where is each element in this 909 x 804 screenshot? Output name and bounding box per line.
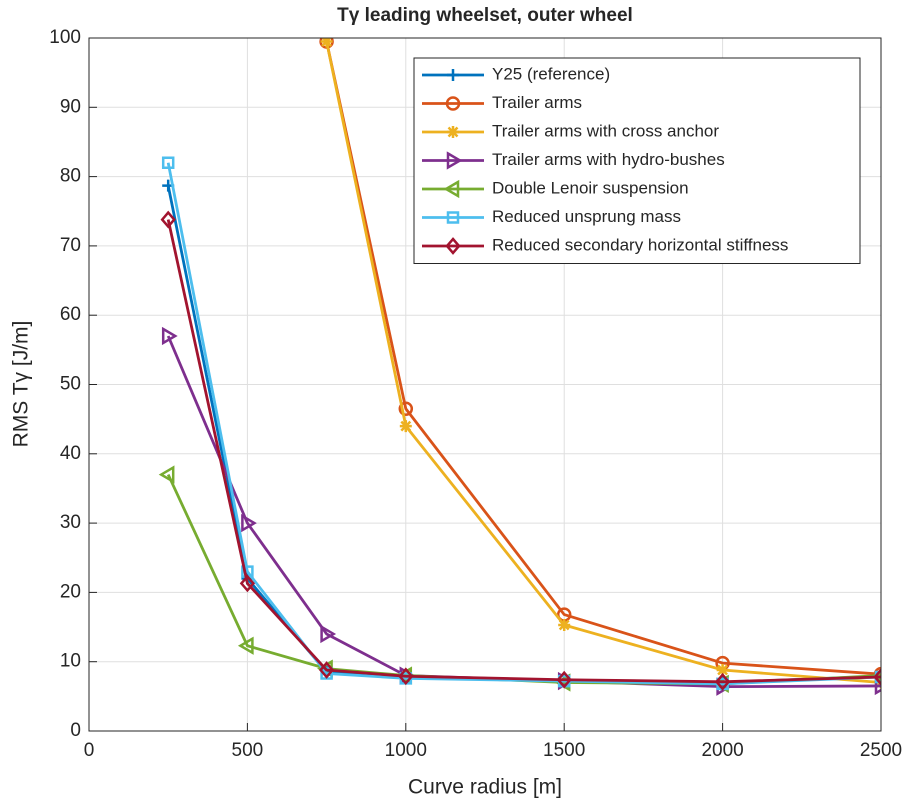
series-marker: [160, 210, 176, 229]
chart-title: Tγ leading wheelset, outer wheel: [337, 5, 633, 26]
series-marker: [241, 513, 257, 533]
series-marker: [399, 672, 413, 685]
series-line: [166, 162, 881, 686]
legend-label: Trailer arms with hydro-bushes: [492, 150, 725, 169]
legend-box: [413, 57, 861, 264]
y-tick-label: 80: [60, 166, 81, 187]
x-tick-label: 0: [84, 740, 95, 761]
legend-marker: [446, 151, 463, 170]
series-marker: [241, 565, 254, 578]
series-marker: [239, 574, 256, 593]
series-marker: [161, 326, 178, 346]
series-marker: [161, 156, 175, 169]
y-tick-label: 0: [70, 720, 81, 741]
series-marker: [158, 465, 175, 484]
series-marker: [873, 668, 881, 686]
legend-marker: [445, 237, 461, 255]
legend-label: Trailer arms with cross anchor: [492, 121, 719, 140]
series-marker: [237, 636, 254, 655]
series-marker: [318, 661, 335, 679]
series-marker: [874, 676, 881, 696]
series-marker: [320, 38, 333, 48]
legend-marker: [443, 179, 460, 199]
y-tick-label: 70: [60, 235, 81, 256]
legend-label: Reduced unsprung mass: [492, 207, 681, 226]
series-marker: [556, 670, 572, 689]
y-tick-label: 50: [60, 374, 81, 395]
y-tick-label: 40: [60, 443, 81, 464]
series-line: [325, 41, 881, 676]
x-tick-label: 2000: [701, 740, 743, 761]
y-tick-label: 60: [60, 304, 81, 325]
y-tick-label: 20: [60, 581, 81, 602]
x-tick-label: 1000: [385, 740, 427, 761]
x-tick-label: 2500: [860, 740, 902, 761]
legend-label: Y25 (reference): [492, 64, 610, 83]
y-tick-label: 30: [60, 512, 81, 533]
series-marker: [558, 618, 571, 631]
legend: Y25 (reference) Trailer arms Trailer arms …: [413, 57, 861, 264]
legend-label: Double Lenoir suspension: [492, 178, 689, 197]
series-marker: [398, 667, 414, 686]
y-tick-label: 100: [49, 27, 81, 48]
legend-marker: [447, 126, 459, 138]
series-marker: [716, 664, 729, 677]
x-axis-label: Curve radius [m]: [408, 776, 562, 799]
series-marker: [320, 667, 333, 680]
legend-marker: [447, 69, 459, 81]
series-marker: [320, 624, 337, 644]
legend-label: Reduced secondary horizontal stiffness: [492, 235, 788, 254]
legend-label: Trailer arms: [492, 93, 582, 112]
y-axis-label: RMS Tγ [J/m]: [10, 321, 33, 448]
x-tick-label: 1500: [543, 740, 585, 761]
series-line: [166, 219, 881, 684]
series-marker: [716, 677, 729, 691]
series-marker: [714, 672, 731, 691]
y-tick-label: 10: [60, 651, 81, 672]
series-marker: [399, 420, 412, 433]
legend-marker: [445, 96, 461, 111]
legend-marker: [446, 211, 460, 224]
plot-lines: [158, 38, 881, 696]
x-tick-label: 500: [232, 740, 264, 761]
y-tick-label: 90: [60, 96, 81, 117]
